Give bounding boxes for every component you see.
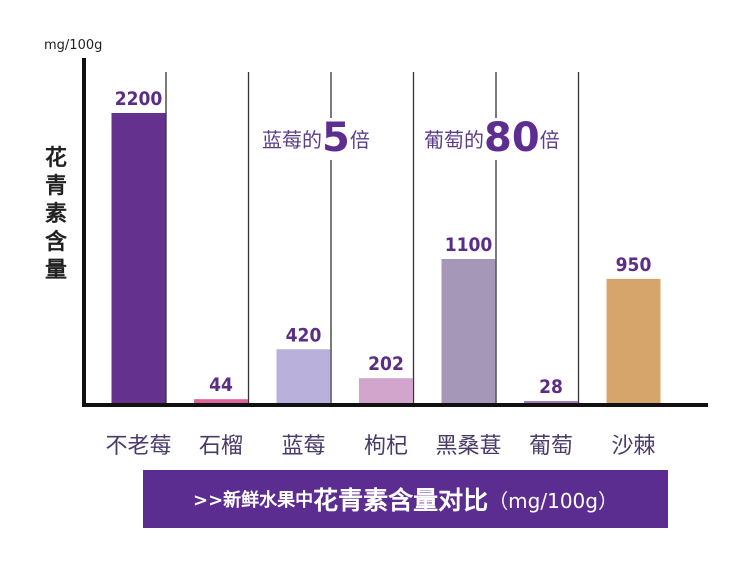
data-label: 1100 — [445, 234, 493, 256]
x-tick-label: 葡萄 — [528, 434, 573, 459]
bar-4 — [441, 259, 496, 405]
annotation-text: 倍 — [539, 128, 560, 152]
data-label: 2200 — [115, 88, 163, 110]
annotation-number: 80 — [484, 115, 540, 161]
annotation-text: 倍 — [349, 128, 370, 152]
bar-1 — [194, 399, 248, 405]
x-tick-label: 黑桑葚 — [435, 434, 502, 459]
x-tick-label: 枸杞 — [363, 434, 408, 459]
title-prefix: >>新鲜水果中 — [193, 490, 314, 511]
title-main: 花青素含量对比 — [313, 486, 489, 515]
x-tick-label: 沙棘 — [611, 434, 656, 459]
data-label: 950 — [616, 254, 652, 276]
data-label: 44 — [209, 374, 233, 396]
x-tick-label: 蓝莓 — [281, 434, 326, 459]
chart-title-banner: >>新鲜水果中 花青素含量对比 （mg/100g） — [143, 470, 668, 528]
annotation-number: 5 — [322, 115, 350, 161]
title-unit: （mg/100g） — [488, 488, 618, 513]
y-axis-unit: mg/100g — [44, 38, 103, 53]
data-label: 202 — [368, 353, 404, 375]
data-label: 420 — [286, 324, 322, 346]
annotation-text: 蓝莓的 — [262, 128, 322, 152]
y-axis-label: 花青素含量 — [44, 146, 67, 283]
bar-3 — [359, 378, 413, 405]
x-tick-label: 石榴 — [198, 434, 243, 459]
annotation-blueberry: 蓝莓的5倍 — [258, 118, 374, 160]
annotation-text: 葡萄的 — [424, 128, 484, 152]
bar-0 — [111, 113, 166, 405]
bar-6 — [606, 278, 661, 405]
x-tick-label: 不老莓 — [105, 434, 172, 459]
bar-2 — [276, 349, 331, 405]
data-label: 28 — [539, 376, 563, 398]
annotation-grape: 葡萄的80倍 — [420, 118, 564, 160]
